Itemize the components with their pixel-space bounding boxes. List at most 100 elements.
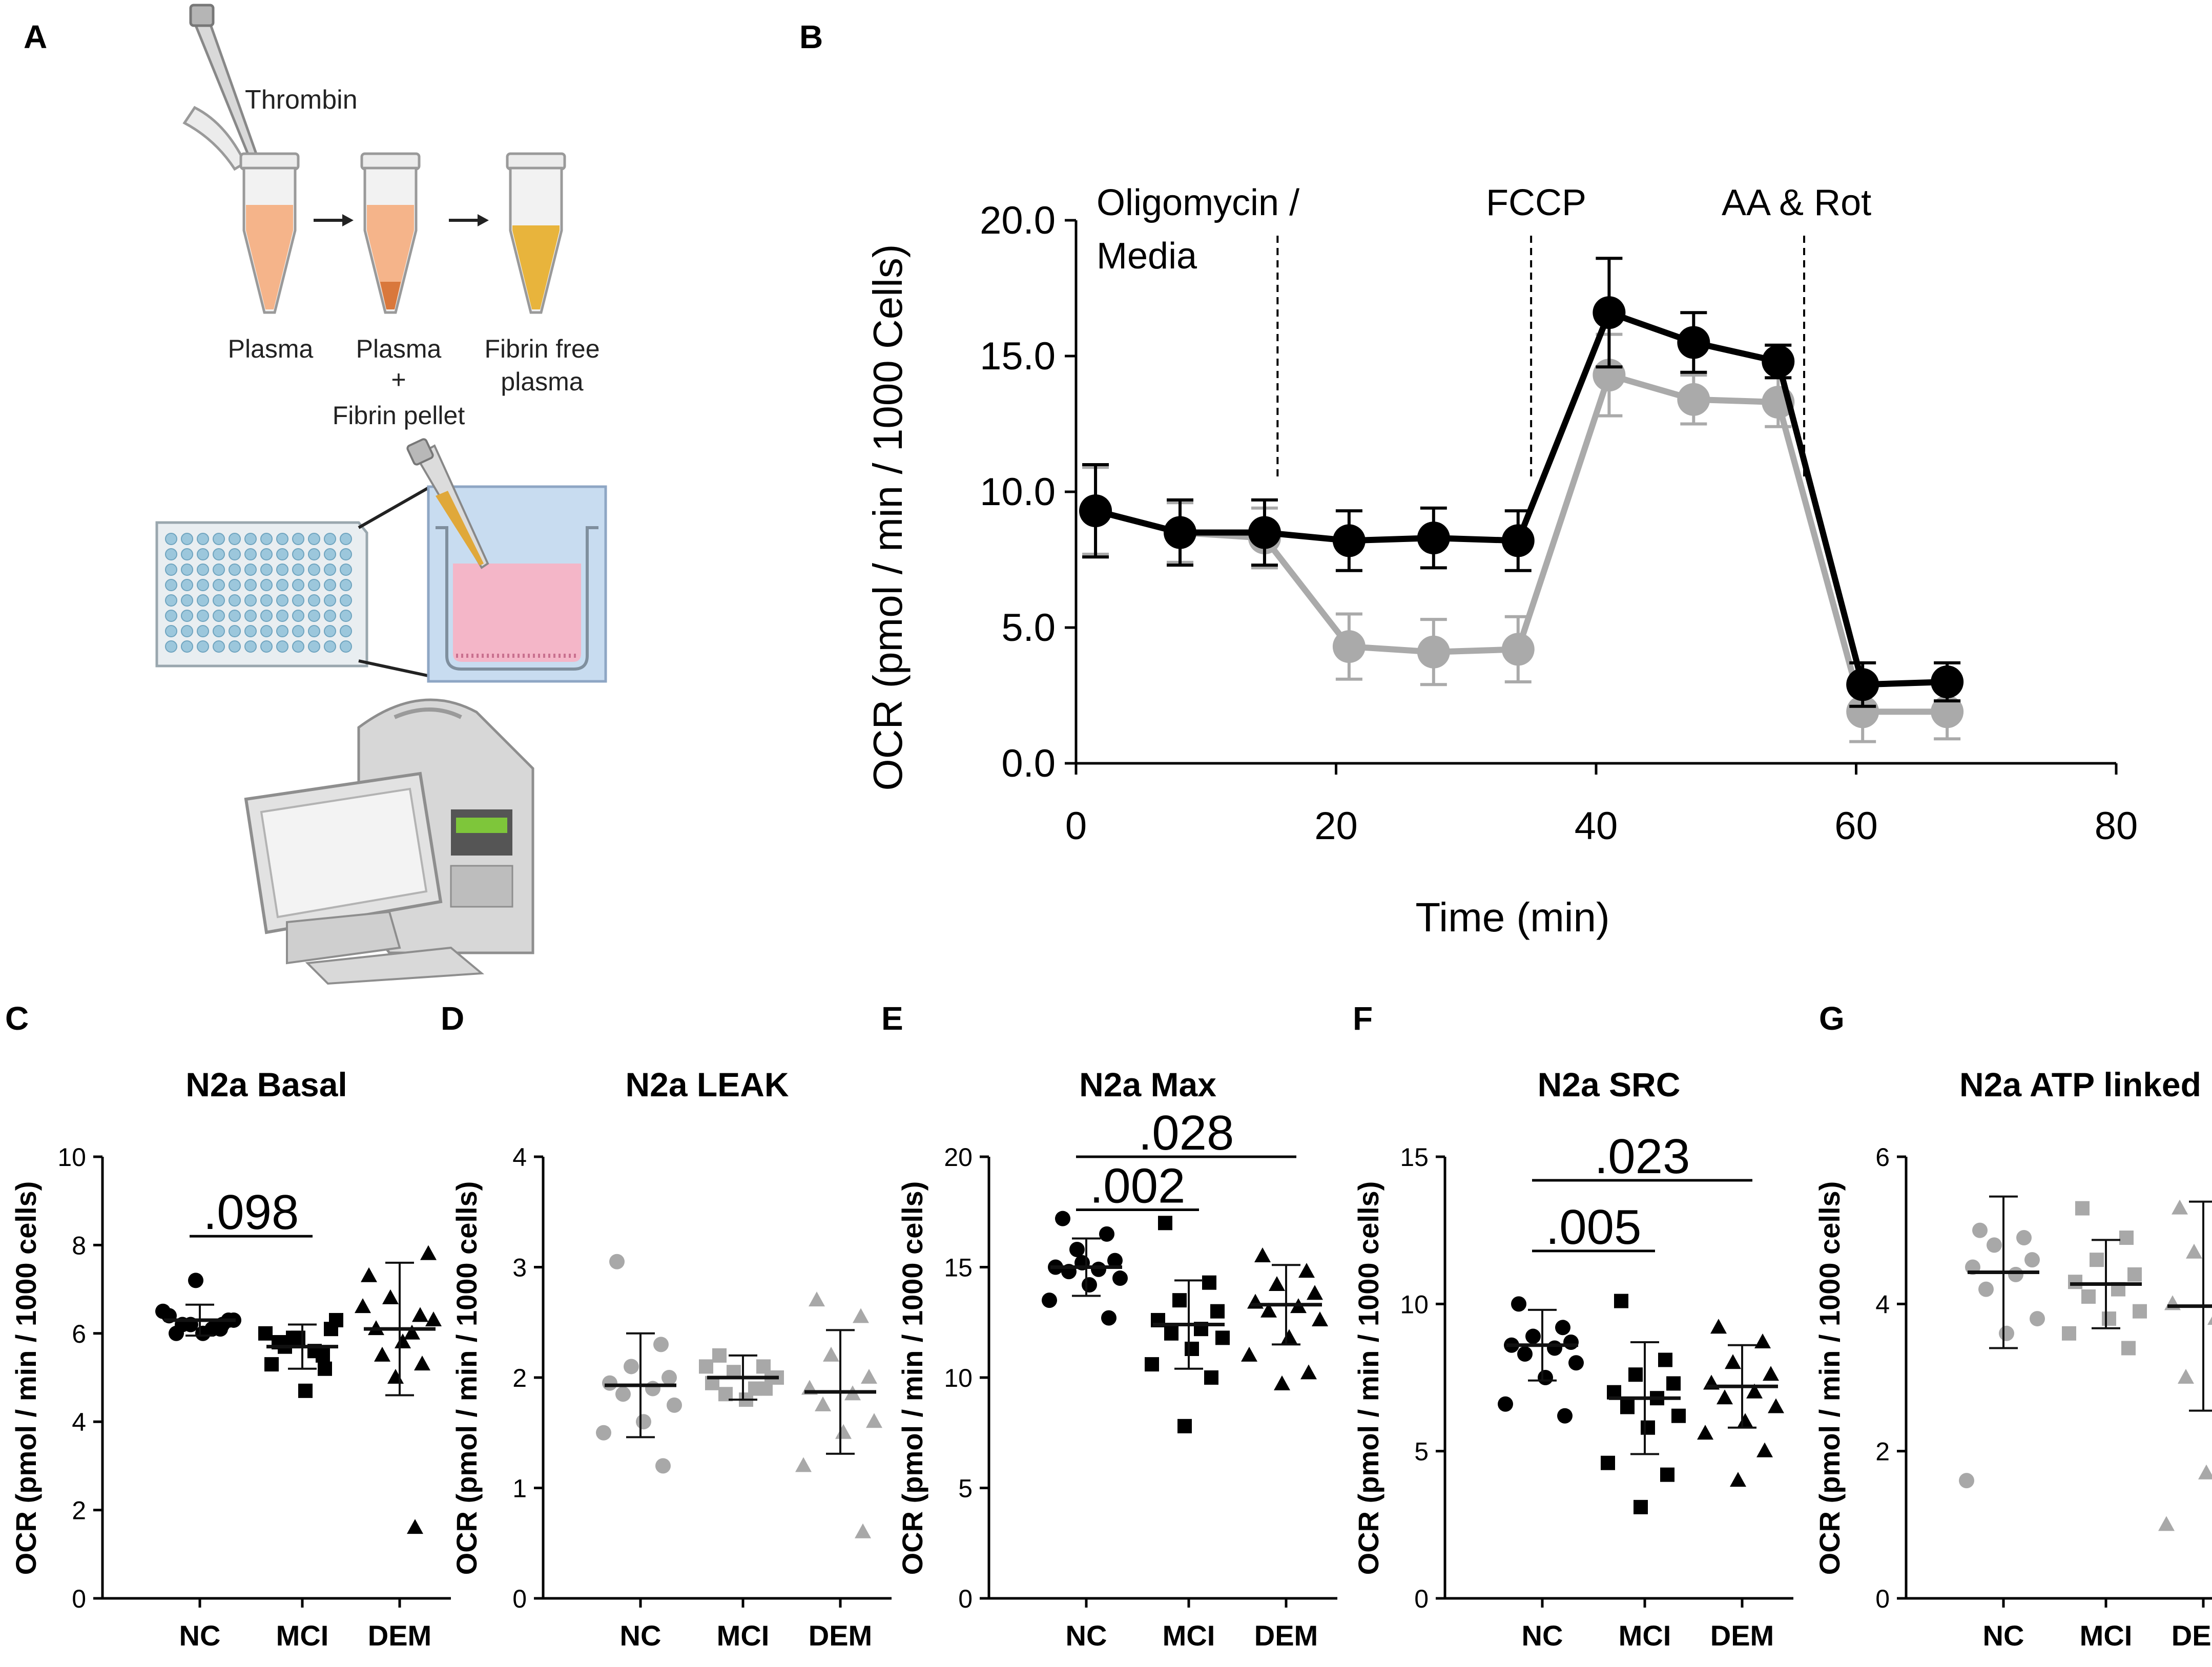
data-point (1164, 516, 1196, 549)
plate-well (181, 594, 193, 607)
category-label: NC (1066, 1619, 1107, 1652)
data-point (1307, 1285, 1323, 1300)
plate-well (260, 533, 273, 545)
data-point (866, 1413, 882, 1428)
data-point (795, 1457, 812, 1472)
data-point (624, 1359, 639, 1374)
data-point (1177, 1419, 1192, 1433)
plate-well (308, 564, 320, 576)
data-point (855, 1523, 871, 1538)
data-point (1517, 1346, 1533, 1362)
plate-well (229, 625, 241, 637)
data-point (1756, 1442, 1773, 1457)
plate-well (324, 640, 336, 653)
panel-letter-a: A (24, 18, 47, 55)
data-point (2102, 1311, 2116, 1326)
plate-well (181, 625, 193, 637)
data-point (1204, 1370, 1218, 1385)
plate-well (292, 548, 304, 560)
data-point (1987, 1237, 2002, 1253)
data-point (1671, 1408, 1686, 1423)
plate-well (197, 579, 209, 591)
plate-well (165, 548, 177, 560)
data-point (1281, 1329, 1297, 1344)
data-point (1660, 1467, 1674, 1482)
data-point (1312, 1311, 1328, 1326)
plate-well (308, 533, 320, 545)
category-label: NC (179, 1619, 221, 1652)
ytick-label: 0 (958, 1585, 973, 1613)
series-line (1094, 308, 1948, 688)
chart-b-xtick-label: 60 (1834, 804, 1878, 848)
data-point (1999, 1325, 2014, 1341)
ytick-label: 0 (72, 1585, 86, 1613)
tube-label-fibrin-free: Fibrin free (484, 335, 599, 363)
plate-well (213, 564, 225, 576)
data-point (374, 1346, 390, 1362)
ytick-label: 2 (72, 1496, 86, 1525)
plate-well (244, 625, 257, 637)
data-point (699, 1359, 713, 1374)
group-dem (795, 1291, 882, 1538)
ytick-label: 1 (512, 1474, 527, 1503)
group-nc (155, 1273, 241, 1341)
panel-letter-g: G (1819, 1000, 1845, 1037)
data-point (835, 1424, 852, 1439)
data-point (2008, 1266, 2023, 1282)
data-point (1082, 1277, 1097, 1293)
comparison-p-value: .098 (203, 1185, 299, 1240)
data-point (596, 1425, 611, 1441)
ytick-label: 2 (1875, 1437, 1890, 1466)
data-point (758, 1381, 773, 1396)
data-point (2198, 1464, 2212, 1480)
ytick-label: 8 (72, 1231, 86, 1260)
ytick-label: 5 (958, 1474, 973, 1503)
tube-label-plus: + (391, 365, 406, 394)
tube-label-fibrin-pellet: Fibrin pellet (333, 401, 465, 430)
panel-letter-d: D (441, 1000, 464, 1037)
data-point (2121, 1341, 2136, 1356)
data-point (1601, 1455, 1615, 1470)
data-point (1846, 695, 1879, 728)
plate-well (292, 564, 304, 576)
ytick-label: 4 (512, 1143, 527, 1172)
plate-well (229, 640, 241, 653)
plate-well (197, 564, 209, 576)
ytick-label: 15 (1400, 1143, 1429, 1172)
data-point (661, 1370, 677, 1385)
plate-well (308, 548, 320, 560)
data-point (1158, 1216, 1172, 1231)
plate-well (244, 640, 257, 653)
data-point (258, 1326, 273, 1341)
data-point (1099, 1226, 1114, 1242)
chart-b-xtick-label: 80 (2095, 804, 2138, 848)
plate-well (260, 564, 273, 576)
arrow-right-icon (314, 214, 354, 226)
group-dem (2158, 1199, 2212, 1531)
injection-label: Media (1097, 236, 1197, 277)
data-point (264, 1357, 279, 1372)
ytick-label: 0 (1875, 1585, 1890, 1613)
analyzer-instrument-icon (244, 698, 534, 985)
plate-well (292, 610, 304, 622)
data-point (1593, 296, 1626, 329)
data-point (1710, 1319, 1727, 1334)
plate-well (324, 594, 336, 607)
comparison-p-value: .002 (1090, 1158, 1186, 1213)
category-label: DEM (809, 1619, 872, 1652)
category-label: MCI (1163, 1619, 1215, 1652)
data-point (1254, 1247, 1271, 1262)
ytick-label: 2 (512, 1364, 527, 1392)
chart-b-ylabel: OCR (pmol / min / 1000 Cells) (865, 244, 911, 791)
data-point (1332, 630, 1366, 663)
category-label: MCI (717, 1619, 770, 1652)
data-point (298, 1383, 313, 1398)
category-label: NC (1522, 1619, 1563, 1652)
data-point (2062, 1326, 2076, 1341)
data-point (1164, 1326, 1179, 1341)
category-label: DEM (368, 1619, 431, 1652)
data-point (2024, 1252, 2040, 1268)
data-point (195, 1325, 211, 1341)
category-label: MCI (1619, 1619, 1671, 1652)
ytick-label: 4 (1875, 1290, 1890, 1319)
